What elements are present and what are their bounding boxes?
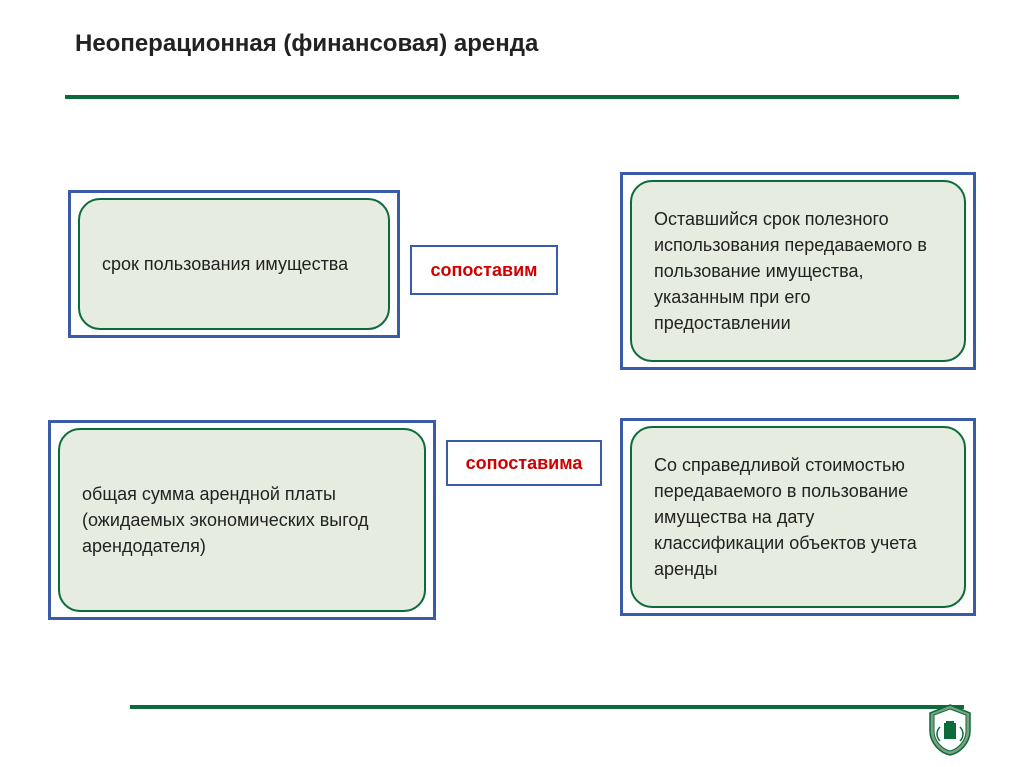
row1-left-box: срок пользования имущества <box>78 198 390 330</box>
page-title: Неоперационная (финансовая) аренда <box>75 30 538 58</box>
row1-right-text: Оставшийся срок полезного использования … <box>654 206 942 336</box>
divider-top <box>65 95 959 99</box>
row1-left-text: срок пользования имущества <box>102 251 348 277</box>
divider-bottom <box>130 705 964 709</box>
row1-right-box: Оставшийся срок полезного использования … <box>630 180 966 362</box>
row2-right-box: Со справедливой стоимостью передаваемого… <box>630 426 966 608</box>
row2-left-text: общая сумма арендной платы (ожидаемых эк… <box>82 481 402 559</box>
row2-connector: сопоставима <box>446 440 602 486</box>
slide: Неоперационная (финансовая) аренда срок … <box>0 0 1024 767</box>
row2-connector-text: сопоставима <box>466 453 583 474</box>
emblem-icon <box>926 703 974 757</box>
row2-right-text: Со справедливой стоимостью передаваемого… <box>654 452 942 582</box>
row1-connector: сопоставим <box>410 245 558 295</box>
row1-connector-text: сопоставим <box>431 260 538 281</box>
row2-left-box: общая сумма арендной платы (ожидаемых эк… <box>58 428 426 612</box>
